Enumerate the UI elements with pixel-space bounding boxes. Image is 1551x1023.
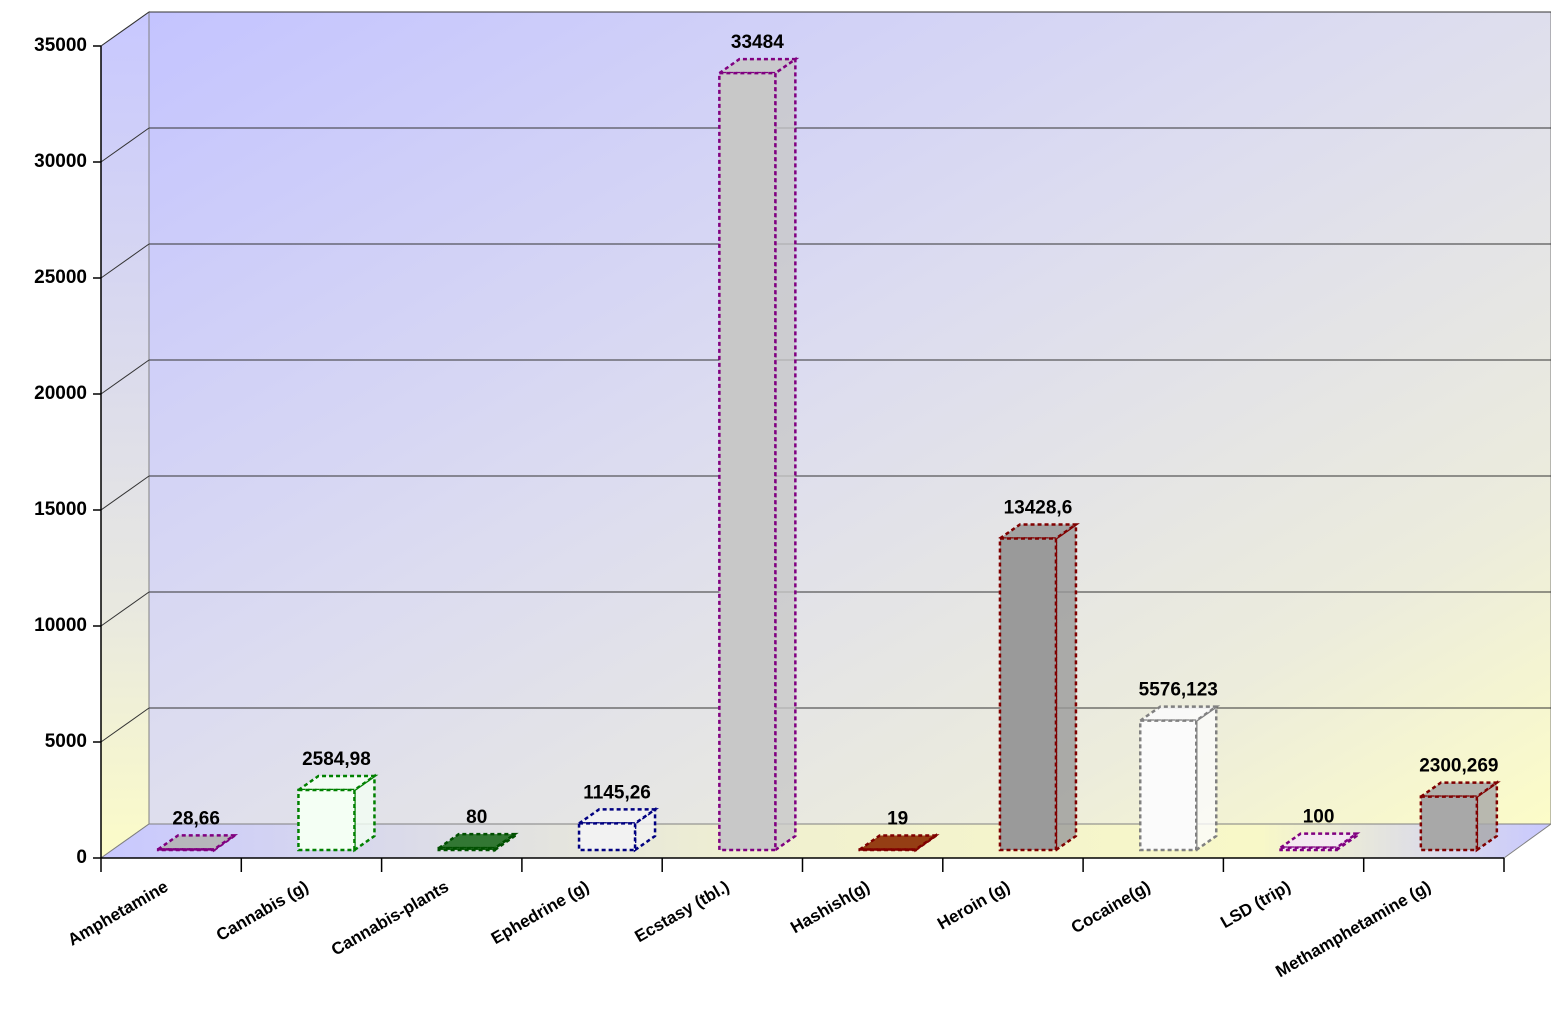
grid-line bbox=[100, 11, 150, 47]
bar-side bbox=[1054, 522, 1078, 853]
bar bbox=[718, 71, 777, 852]
x-tick-label: Heroin (g) bbox=[934, 877, 1013, 934]
bar-side bbox=[774, 56, 797, 853]
grid-line bbox=[100, 359, 150, 395]
bar-top bbox=[1136, 705, 1221, 722]
y-tick-label: 20000 bbox=[34, 383, 87, 404]
x-tick-label: Cocaine(g) bbox=[1068, 877, 1154, 937]
value-label: 19 bbox=[887, 809, 908, 830]
x-tick-label: Ephedrine (g) bbox=[488, 877, 592, 948]
bar bbox=[1419, 795, 1479, 852]
grid-line bbox=[100, 707, 150, 743]
bar-top bbox=[855, 834, 940, 851]
grid-line bbox=[100, 475, 150, 511]
y-tick-label: 15000 bbox=[34, 499, 87, 520]
bar-top bbox=[294, 774, 379, 792]
grid-line bbox=[100, 243, 150, 279]
bar-top bbox=[1416, 781, 1501, 798]
value-label: 2300,269 bbox=[1419, 756, 1498, 777]
bar-top bbox=[995, 523, 1080, 540]
bar-top bbox=[715, 57, 800, 75]
back-wall bbox=[148, 11, 1551, 825]
bar-top bbox=[575, 808, 660, 825]
grid bbox=[100, 11, 1551, 743]
bars bbox=[154, 56, 1501, 853]
x-tick-label: Cannabis (g) bbox=[213, 877, 312, 945]
bar bbox=[1139, 719, 1198, 852]
bar-side bbox=[1195, 704, 1218, 853]
side-wall bbox=[100, 11, 150, 859]
grid-line bbox=[100, 591, 150, 627]
bar bbox=[437, 846, 496, 852]
bar bbox=[998, 537, 1058, 852]
x-tick-label: Amphetamine bbox=[65, 877, 172, 950]
bar-top bbox=[434, 832, 519, 850]
x-tick-label: Cannabis-plants bbox=[328, 877, 452, 960]
bar bbox=[156, 848, 216, 852]
y-tick-label: 25000 bbox=[34, 267, 87, 288]
bar-top bbox=[154, 834, 239, 851]
x-tick-label: Hashish(g) bbox=[787, 877, 873, 937]
value-label: 100 bbox=[1303, 807, 1335, 828]
value-label: 2584,98 bbox=[302, 749, 371, 770]
bar bbox=[297, 788, 356, 852]
value-label: 33484 bbox=[731, 32, 784, 53]
y-tick-label: 0 bbox=[76, 847, 87, 868]
value-label: 28,66 bbox=[172, 808, 220, 829]
bar-top bbox=[1276, 832, 1361, 849]
value-label: 13428,6 bbox=[1004, 497, 1073, 518]
value-label: 1145,26 bbox=[583, 782, 651, 803]
value-label: 5576,123 bbox=[1139, 680, 1218, 701]
x-tick-label: Methamphetamine (g) bbox=[1272, 877, 1434, 981]
y-tick-label: 30000 bbox=[34, 151, 87, 172]
y-tick-label: 5000 bbox=[45, 731, 87, 752]
y-tick-label: 35000 bbox=[34, 35, 87, 56]
value-label: 80 bbox=[466, 807, 487, 828]
x-tick-label: LSD (trip) bbox=[1217, 877, 1294, 932]
bar bbox=[1279, 846, 1338, 852]
grid-line bbox=[100, 127, 150, 163]
bar bbox=[577, 822, 637, 852]
x-tick-label: Ecstasy (tbl.) bbox=[631, 877, 732, 946]
y-tick-label: 10000 bbox=[34, 615, 87, 636]
